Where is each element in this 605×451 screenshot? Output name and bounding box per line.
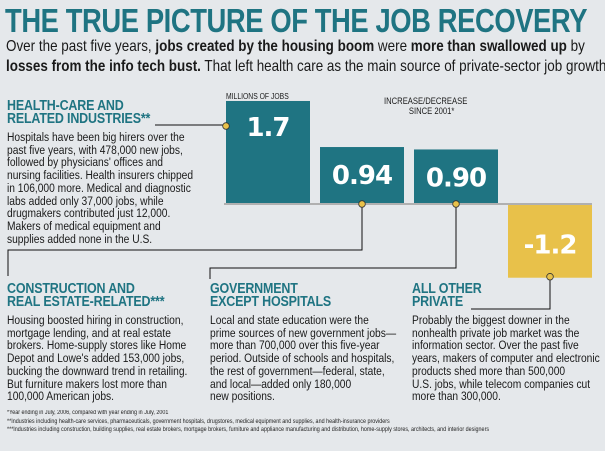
connector-dot-icon bbox=[358, 200, 366, 208]
government-heading: GOVERNMENT EXCEPT HOSPITALS bbox=[210, 281, 332, 310]
body-line: U.S. jobs, while telecom companies cut bbox=[412, 376, 591, 391]
bar-value-label: 0.94 bbox=[332, 161, 392, 191]
body-line: prime sources of new government jobs— bbox=[210, 325, 397, 340]
bar bbox=[226, 100, 310, 204]
body-line: nonhealth private job market was the bbox=[412, 325, 580, 340]
health-care-text: Hospitals have been big hirers over the p… bbox=[7, 131, 193, 245]
body-line: in 106,000 more. Medical and diagnostic bbox=[7, 180, 191, 195]
footnote: **Industries including health-care servi… bbox=[7, 418, 390, 425]
footnotes: *Year ending in July, 2006, compared wit… bbox=[7, 409, 489, 435]
body-line: and local—added only 180,000 bbox=[210, 376, 352, 391]
body-line: period. Outside of schools and hospitals… bbox=[210, 351, 395, 366]
heading-line: REAL ESTATE-RELATED*** bbox=[7, 294, 165, 310]
axis-label: INCREASE/DECREASE SINCE 2001* bbox=[384, 96, 467, 116]
subtitle-emphasis: jobs created by the housing boom bbox=[155, 38, 375, 55]
subtitle-emphasis: more than swallowed up bbox=[410, 38, 567, 55]
heading-line: PRIVATE bbox=[412, 294, 463, 310]
axis-label-line-1: INCREASE/DECREASE bbox=[384, 96, 468, 106]
footnote: ***Industries including construction, bu… bbox=[7, 427, 490, 433]
body-line: new positions. bbox=[210, 389, 275, 404]
subtitle-line-2: losses from the info tech bust. That lef… bbox=[6, 58, 605, 76]
heading-line: GOVERNMENT bbox=[210, 281, 298, 297]
all-other-private-heading: ALL OTHER PRIVATE bbox=[412, 281, 482, 310]
body-line: Makers of medical equipment and bbox=[7, 218, 161, 233]
connector-dot-icon bbox=[546, 273, 554, 281]
footnote: *Year ending in July, 2006, compared wit… bbox=[7, 410, 169, 416]
body-line: Depot and Lowe's added 153,000 jobs, bbox=[7, 351, 185, 366]
subtitle-emphasis: losses from the info tech bust. bbox=[6, 58, 201, 75]
bar-value-label: -1.2 bbox=[524, 230, 577, 260]
body-line: 100,000 American jobs. bbox=[7, 389, 114, 404]
construction-heading: CONSTRUCTION AND REAL ESTATE-RELATED*** bbox=[7, 281, 165, 310]
all-other-private-text: Probably the biggest downer in the nonhea… bbox=[412, 314, 600, 403]
axis-label-line-2: SINCE 2001* bbox=[408, 106, 455, 116]
body-line: Probably the biggest downer in the bbox=[412, 313, 570, 327]
bar-value-label: 1.7 bbox=[246, 113, 289, 143]
body-line: drugmakers contributed just 12,000. bbox=[7, 206, 171, 221]
body-line: labs added only 37,000 jobs, while bbox=[7, 193, 164, 208]
body-line: brokers. Home-supply stores like Home bbox=[7, 338, 187, 353]
body-line: But furniture makers lost more than bbox=[7, 376, 167, 391]
body-line: mortgage lending, and at real estate bbox=[7, 325, 171, 340]
body-line: the rest of government—federal, state, bbox=[210, 363, 385, 378]
body-line: more than 300,000. bbox=[412, 389, 501, 404]
construction-text: Housing boosted hiring in construction, m… bbox=[7, 314, 187, 403]
connector-dot-icon bbox=[222, 122, 230, 130]
heading-line: HEALTH-CARE AND bbox=[7, 98, 124, 114]
body-line: information sector. Over the past five bbox=[412, 338, 579, 353]
connector-construction bbox=[7, 204, 363, 276]
health-care-heading: HEALTH-CARE AND RELATED INDUSTRIES** bbox=[7, 98, 151, 127]
bar bbox=[320, 147, 404, 204]
connector-government bbox=[209, 204, 457, 279]
body-line: Local and state education were the bbox=[210, 313, 369, 327]
body-line: Housing boosted hiring in construction, bbox=[7, 313, 184, 327]
body-line: bucking the downward trend in retailing. bbox=[7, 363, 188, 378]
heading-line: RELATED INDUSTRIES** bbox=[7, 111, 151, 127]
subtitle-line-1: Over the past five years, jobs created b… bbox=[6, 38, 585, 56]
subtitle-text: That left health care as the main source… bbox=[200, 58, 605, 75]
body-line: followed by physicians' offices and bbox=[7, 155, 163, 170]
subtitle-text: were bbox=[374, 38, 411, 55]
heading-line: CONSTRUCTION AND bbox=[7, 281, 135, 297]
body-line: supplies added none in the U.S. bbox=[7, 231, 153, 246]
subtitle-text: by bbox=[566, 38, 585, 55]
bar-value-label: 0.90 bbox=[426, 163, 486, 193]
unit-label: MILLIONS OF JOBS bbox=[226, 92, 289, 101]
body-line: past five years, with 478,000 new jobs, bbox=[7, 142, 183, 157]
heading-line: ALL OTHER bbox=[412, 281, 482, 297]
connector-dot-icon bbox=[452, 200, 460, 208]
body-line: more than 700,000 over this five-year bbox=[210, 338, 380, 353]
bar bbox=[414, 149, 498, 204]
body-line: Hospitals have been big hirers over the bbox=[7, 130, 185, 144]
bar bbox=[508, 205, 592, 278]
government-text: Local and state education were the prime … bbox=[210, 314, 396, 403]
body-line: years, makers of computer and electronic bbox=[412, 351, 600, 366]
body-line: products shed more than 500,000 bbox=[412, 363, 566, 378]
connector-private bbox=[471, 276, 551, 310]
page-title: THE TRUE PICTURE OF THE JOB RECOVERY bbox=[5, 2, 588, 39]
body-line: nursing facilities. Health insurers chip… bbox=[7, 168, 194, 183]
heading-line: EXCEPT HOSPITALS bbox=[210, 294, 332, 310]
subtitle-text: Over the past five years, bbox=[6, 38, 156, 55]
